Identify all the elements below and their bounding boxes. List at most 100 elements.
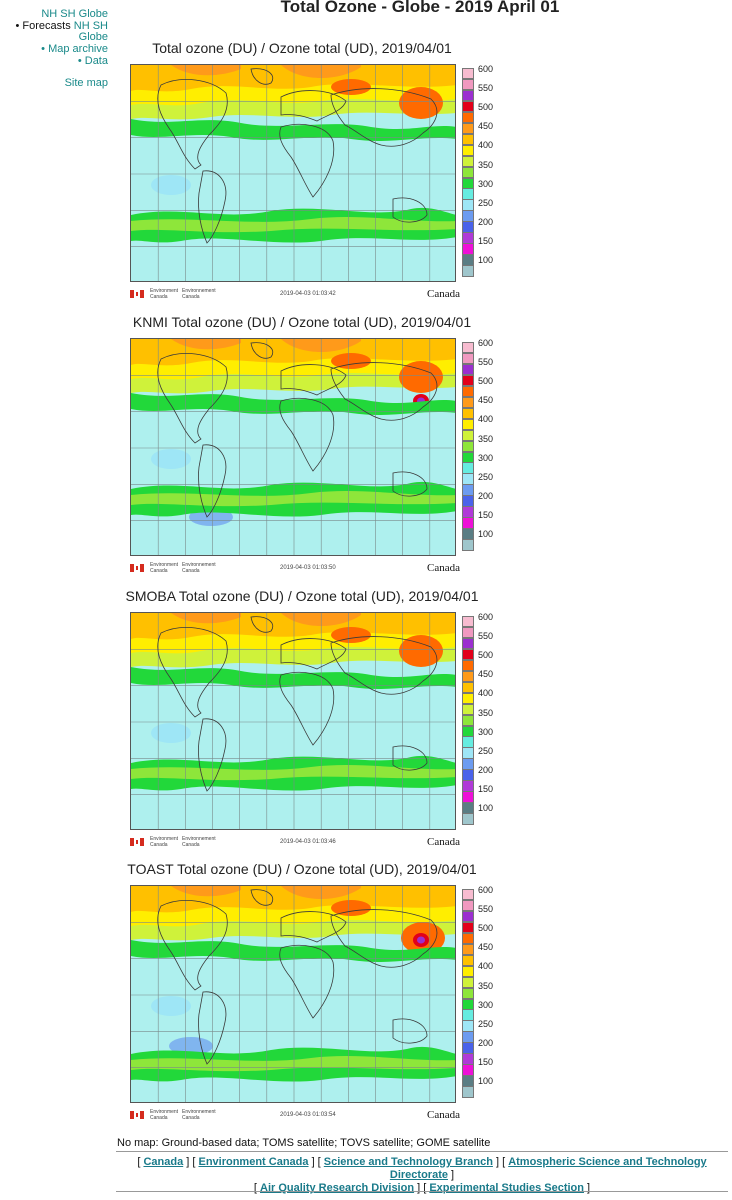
nav-bullet: •	[41, 43, 49, 55]
legend-swatch	[462, 736, 474, 748]
legend-label: 300	[478, 726, 494, 737]
legend-label: 550	[478, 631, 494, 642]
panel-footer: Environment Canada Environnement Canada 2019…	[130, 561, 460, 577]
env-en-line2: Canada	[150, 568, 168, 574]
legend-label: 250	[478, 745, 494, 756]
legend-swatch	[462, 703, 474, 716]
legend-swatch	[462, 670, 474, 683]
panel-title: TOAST Total ozone (DU) / Ozone total (UD…	[127, 861, 477, 877]
nav-map-archive-link[interactable]: Map archive	[48, 43, 108, 55]
env-en-line1: Environment	[150, 288, 179, 294]
ozone-map-panel: SMOBA Total ozone (DU) / Ozone total (UD…	[124, 588, 493, 858]
env-canada-en: Environment Canada	[150, 288, 190, 300]
nav-bullet: •	[77, 55, 85, 67]
footer-link-air-quality[interactable]: Air Quality Research Division	[260, 1182, 415, 1194]
page-title: Total Ozone - Globe - 2019 April 01	[280, 0, 560, 16]
env-canada-fr: Environnement Canada	[182, 1109, 222, 1121]
legend-swatch	[462, 714, 474, 726]
legend-swatch	[462, 232, 474, 244]
env-fr-line2: Canada	[182, 568, 200, 574]
legend-label: 400	[478, 414, 494, 425]
legend-swatch	[462, 528, 474, 540]
legend-swatch	[462, 1042, 474, 1054]
legend-label: 550	[478, 904, 494, 915]
footer-divider	[116, 1151, 728, 1152]
legend-swatch	[462, 1009, 474, 1021]
legend-swatch	[462, 954, 474, 967]
ozone-world-map	[130, 612, 456, 830]
legend-swatch	[462, 188, 474, 200]
legend-label: 600	[478, 64, 494, 74]
legend-label: 350	[478, 707, 494, 718]
env-canada-fr: Environnement Canada	[182, 288, 222, 300]
legend-label: 150	[478, 783, 494, 794]
legend-swatch	[462, 396, 474, 409]
legend-label: 600	[478, 612, 494, 622]
footer-navigation: [ Canada ] [ Environment Canada ] [ Scie…	[137, 1156, 707, 1194]
canada-wordmark: Canada	[427, 562, 460, 574]
legend-label: 300	[478, 178, 494, 189]
env-en-line1: Environment	[150, 836, 179, 842]
legend-swatch	[462, 1020, 474, 1032]
legend-label: 550	[478, 83, 494, 94]
legend-label: 250	[478, 1018, 494, 1029]
legend-swatch	[462, 473, 474, 485]
env-fr-line1: Environnement	[182, 1109, 216, 1115]
legend-swatch	[462, 89, 474, 102]
legend-swatch	[462, 407, 474, 420]
legend-swatch	[462, 1064, 474, 1076]
legend-label: 200	[478, 1037, 494, 1048]
legend-label: 300	[478, 452, 494, 463]
footer-link-canada[interactable]: Canada	[143, 1156, 184, 1168]
canada-wordmark: Canada	[427, 836, 460, 848]
legend-label: 500	[478, 923, 494, 934]
nav-hemispheres-link[interactable]: NH SH Globe	[41, 8, 108, 20]
nav-data-link[interactable]: Data	[84, 55, 108, 67]
legend-swatch	[462, 943, 474, 956]
legend-swatch	[462, 495, 474, 507]
legend-swatch	[462, 910, 474, 923]
footer-link-environment-canada[interactable]: Environment Canada	[198, 1156, 309, 1168]
legend-label: 100	[478, 529, 494, 539]
legend-swatch	[462, 813, 474, 825]
legend-swatch	[462, 144, 474, 157]
legend-swatch	[462, 616, 474, 628]
color-scale-legend: 600 550 500 450 400 350 300 250 200 150 100	[462, 64, 506, 277]
legend-swatch	[462, 111, 474, 124]
legend-swatch	[462, 133, 474, 146]
map-timestamp: 2019-04-03 01:03:42	[280, 291, 336, 297]
legend-swatch	[462, 385, 474, 398]
legend-label: 250	[478, 471, 494, 482]
legend-swatch	[462, 374, 474, 387]
ozone-world-map	[130, 338, 456, 556]
footer-link-atmospheric[interactable]: Atmospheric Science and Technology Direc…	[389, 1156, 707, 1181]
legend-swatch	[462, 648, 474, 661]
legend-swatch	[462, 932, 474, 945]
legend-swatch	[462, 889, 474, 901]
legend-swatch	[462, 210, 474, 222]
legend-label: 250	[478, 197, 494, 208]
legend-swatch	[462, 221, 474, 233]
legend-swatch	[462, 418, 474, 431]
footer-link-experimental[interactable]: Experimental Studies Section	[429, 1182, 584, 1194]
legend-label: 500	[478, 102, 494, 113]
panel-title: Total ozone (DU) / Ozone total (UD), 201…	[152, 40, 452, 56]
legend-swatch	[462, 166, 474, 178]
legend-label: 200	[478, 490, 494, 501]
legend-label: 150	[478, 509, 494, 520]
legend-swatch	[462, 659, 474, 672]
nav-forecasts-links[interactable]: NH SH	[73, 20, 108, 32]
nav-forecasts-label: Forecasts	[22, 20, 71, 32]
legend-label: 100	[478, 803, 494, 813]
nav-site-map-link[interactable]: Site map	[64, 77, 108, 89]
ozone-map-graphic	[131, 65, 455, 281]
env-canada-en: Environment Canada	[150, 1109, 190, 1121]
legend-swatch	[462, 637, 474, 650]
legend-label: 400	[478, 961, 494, 972]
env-fr-line2: Canada	[182, 294, 200, 300]
ozone-map-panel: Total ozone (DU) / Ozone total (UD), 201…	[124, 40, 493, 310]
nav-forecasts-globe-link[interactable]: Globe	[78, 31, 108, 43]
legend-swatch	[462, 155, 474, 168]
footer-link-science-branch[interactable]: Science and Technology Branch	[323, 1156, 493, 1168]
panel-title: KNMI Total ozone (DU) / Ozone total (UD)…	[132, 314, 472, 330]
